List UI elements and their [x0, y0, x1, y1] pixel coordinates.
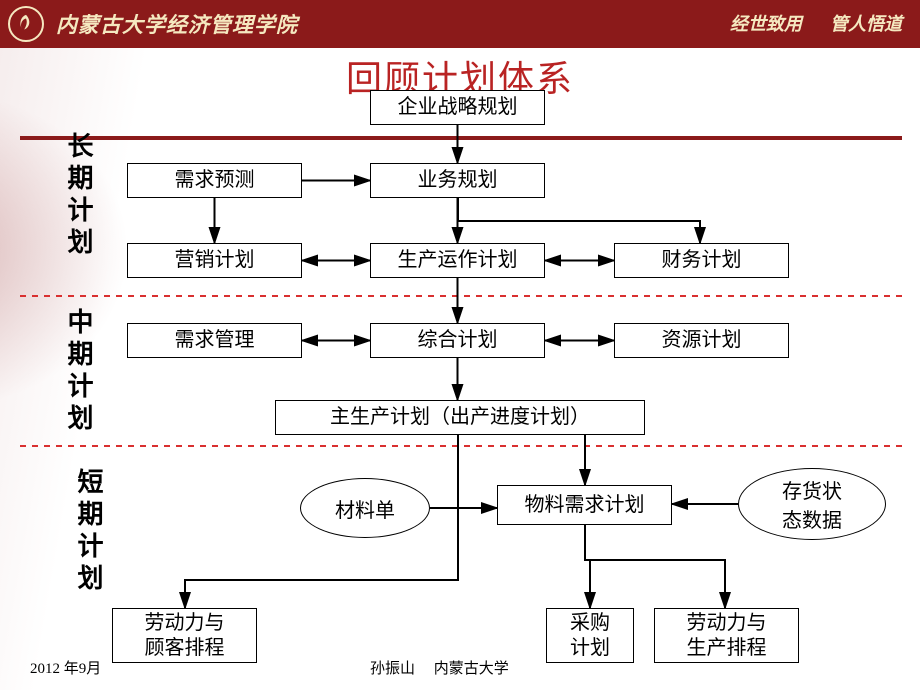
- footer-author: 孙振山 内蒙古大学: [370, 657, 509, 678]
- motto-1: 经世致用: [730, 10, 802, 36]
- node-n4: 营销计划: [127, 243, 302, 278]
- node-n13: 存货状 态数据: [738, 468, 886, 540]
- node-n5: 生产运作计划: [370, 243, 545, 278]
- section-label-mid: 中期计划: [60, 308, 97, 436]
- node-n15: 采购 计划: [546, 608, 634, 663]
- node-n7: 需求管理: [127, 323, 302, 358]
- node-n10: 主生产计划（出产进度计划）: [275, 400, 645, 435]
- node-n3: 业务规划: [370, 163, 545, 198]
- motto-2: 管人悟道: [830, 10, 902, 36]
- node-n9: 资源计划: [614, 323, 789, 358]
- motto: 经世致用 管人悟道: [730, 10, 902, 36]
- flowchart-svg: [0, 48, 920, 690]
- node-n1: 企业战略规划: [370, 90, 545, 125]
- section-label-long: 长期计划: [60, 132, 97, 260]
- node-n12: 物料需求计划: [497, 485, 672, 525]
- footer-date: 2012 年9月: [30, 657, 101, 678]
- node-n6: 财务计划: [614, 243, 789, 278]
- node-n11: 材料单: [300, 478, 430, 538]
- node-n14: 劳动力与 顾客排程: [112, 608, 257, 663]
- university-name: 内蒙古大学经济管理学院: [56, 9, 298, 39]
- node-n16: 劳动力与 生产排程: [654, 608, 799, 663]
- node-n2: 需求预测: [127, 163, 302, 198]
- section-label-short: 短期计划: [70, 468, 107, 596]
- node-n8: 综合计划: [370, 323, 545, 358]
- university-logo: [8, 6, 44, 42]
- header-bar: 内蒙古大学经济管理学院 经世致用 管人悟道: [0, 0, 920, 48]
